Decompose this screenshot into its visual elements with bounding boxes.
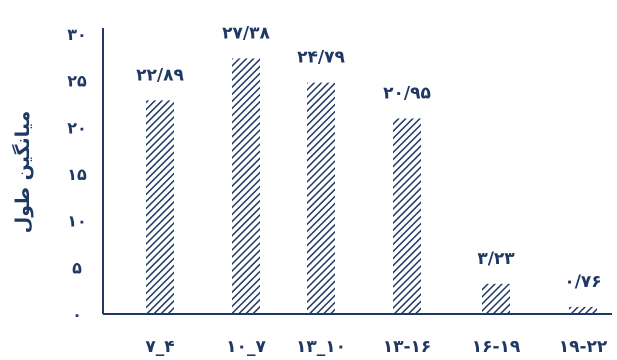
x-tick-label: ۱۰_۱۳ bbox=[296, 337, 346, 357]
bar bbox=[146, 100, 174, 314]
y-tick-label: ۲۰ bbox=[67, 118, 87, 137]
bar bbox=[307, 82, 335, 314]
x-axis-ticks: ۴_۷ ۷_۱۰ ۱۰_۱۳ ۱۳-۱۶ ۱۶-۱۹ ۱۹-۲۲ bbox=[145, 337, 608, 357]
x-tick-label: ۴_۷ bbox=[145, 337, 174, 357]
bar-value-label: ۳/۲۳ bbox=[477, 249, 515, 269]
bar-value-label: ۰/۷۶ bbox=[564, 272, 601, 292]
bar-value-label: ۲۰/۹۵ bbox=[383, 83, 431, 103]
bar bbox=[232, 58, 260, 314]
x-tick-label: ۱۳-۱۶ bbox=[383, 337, 432, 357]
bar bbox=[482, 283, 510, 314]
y-tick-label: ۲۵ bbox=[67, 72, 87, 91]
y-tick-label: ۵ bbox=[72, 258, 82, 277]
y-tick-label: ۳۰ bbox=[67, 25, 87, 44]
x-tick-label: ۷_۱۰ bbox=[226, 337, 266, 357]
y-tick-label: ۱۰ bbox=[67, 212, 87, 231]
bar-value-label: ۲۴/۷۹ bbox=[297, 48, 345, 68]
value-labels: ۲۲/۸۹ ۲۷/۳۸ ۲۴/۷۹ ۲۰/۹۵ ۳/۲۳ ۰/۷۶ bbox=[136, 23, 602, 291]
bar-value-label: ۲۲/۸۹ bbox=[136, 65, 184, 85]
bars bbox=[146, 58, 597, 314]
bar bbox=[569, 306, 597, 314]
x-tick-label: ۱۹-۲۲ bbox=[559, 337, 608, 357]
bar bbox=[393, 118, 421, 314]
y-axis-ticks: ۰ ۵ ۱۰ ۱۵ ۲۰ ۲۵ ۳۰ bbox=[67, 25, 87, 324]
y-tick-label: ۰ bbox=[72, 305, 82, 324]
y-axis-label: میانگین طول bbox=[11, 111, 34, 234]
x-tick-label: ۱۶-۱۹ bbox=[472, 337, 521, 357]
bar-value-label: ۲۷/۳۸ bbox=[222, 23, 270, 43]
y-tick-label: ۱۵ bbox=[67, 165, 87, 184]
